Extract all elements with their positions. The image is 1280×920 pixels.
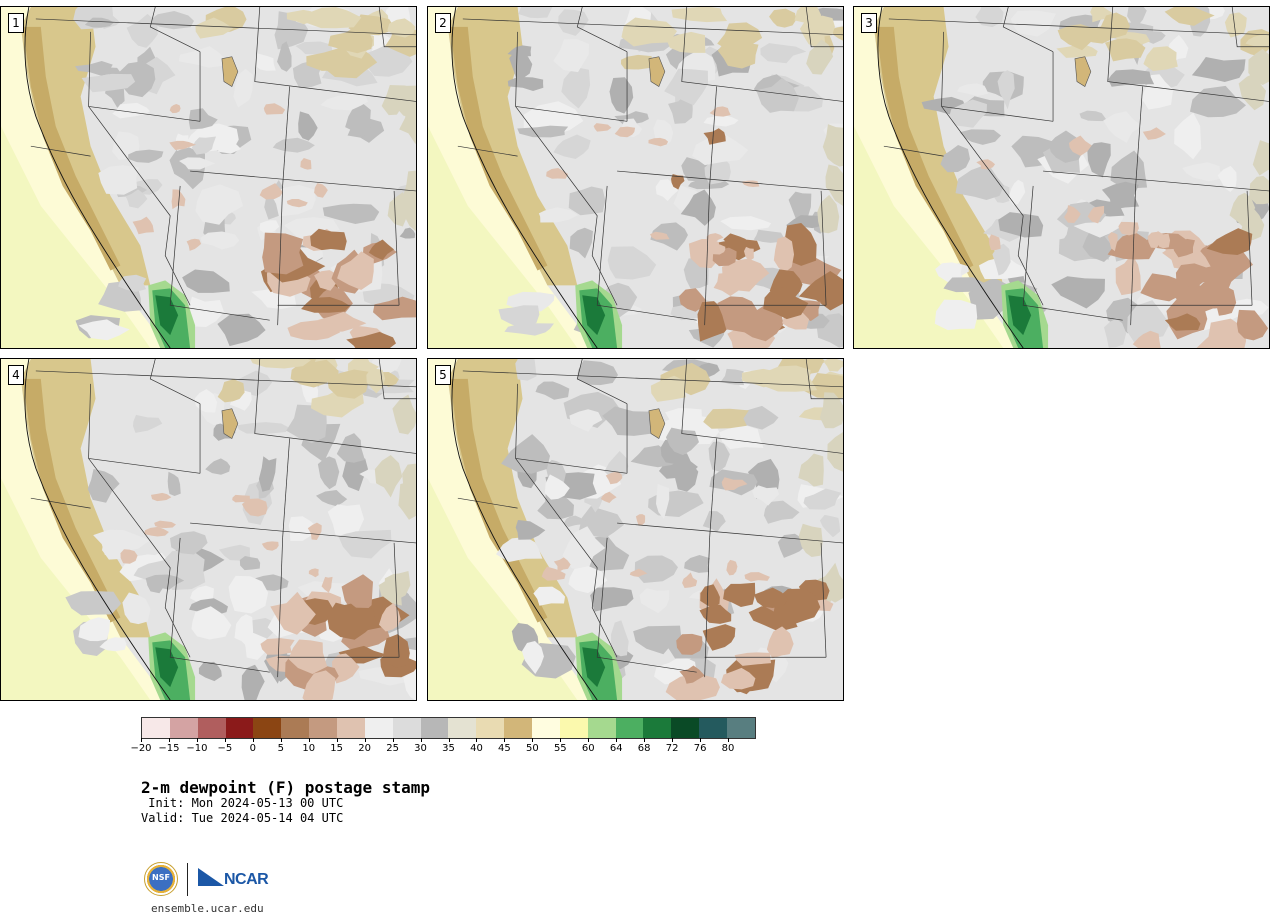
- colorbar-tick: [700, 738, 702, 742]
- colorbar-tick-label: 20: [358, 743, 371, 754]
- colorbar-tick: [364, 738, 366, 742]
- colorbar-tick-label: 55: [553, 743, 567, 754]
- colorbar-tick-label: 45: [498, 743, 511, 754]
- dewpoint-map: [1, 7, 416, 348]
- colorbar-tick: [588, 738, 590, 742]
- colorbar-swatch: [337, 718, 365, 738]
- site-url: ensemble.ucar.edu: [151, 902, 264, 915]
- colorbar-tick: [196, 738, 198, 742]
- colorbar-swatch: [420, 718, 449, 738]
- colorbar-swatch: [643, 718, 672, 738]
- colorbar-swatch: [309, 718, 338, 738]
- colorbar-tick-label: 72: [665, 743, 679, 754]
- colorbar-tick-label: 10: [302, 743, 316, 754]
- colorbar-tick: [672, 738, 674, 742]
- dewpoint-map: [854, 7, 1269, 348]
- colorbar-swatch: [476, 718, 505, 738]
- colorbar-tick: [392, 738, 394, 742]
- postage-stamp-panel-1: 1: [0, 6, 417, 349]
- colorbar-tick-label: 50: [525, 743, 539, 754]
- dewpoint-map: [1, 359, 416, 700]
- nsf-logo-text: NSF: [152, 873, 170, 882]
- colorbar-tick-label: 5: [277, 743, 284, 754]
- colorbar-tick: [448, 738, 450, 742]
- colorbar-swatch: [225, 718, 254, 738]
- colorbar-tick: [141, 738, 142, 742]
- postage-stamp-panel-4: 4: [0, 358, 417, 701]
- colorbar-tick-label: 76: [693, 743, 707, 754]
- colorbar-tick-label: −20: [130, 743, 152, 754]
- colorbar-tick: [308, 738, 310, 742]
- colorbar-tick: [336, 738, 338, 742]
- colorbar-tick-label: 25: [386, 743, 399, 754]
- colorbar-tick: [728, 738, 730, 742]
- colorbar-ticks: −20 −15 −10 −5 0 5 10 15 20 25 30 35 40 45 50 55 60 64 68 7…: [130, 738, 756, 758]
- colorbar-swatch: [727, 718, 755, 738]
- valid-time: Valid: Tue 2024-05-14 04 UTC: [141, 811, 344, 825]
- map-title: 2-m dewpoint (F) postage stamp: [141, 778, 430, 797]
- nsf-logo: NSF: [144, 862, 178, 896]
- colorbar-tick: [616, 738, 618, 742]
- colorbar-swatch: [504, 718, 533, 738]
- logos: NSF NCAR: [144, 860, 274, 900]
- colorbar-swatch: [448, 718, 477, 738]
- colorbar-tick-label: 30: [414, 743, 427, 754]
- colorbar-tick: [644, 738, 646, 742]
- colorbar-tick: [560, 738, 562, 742]
- postage-stamp-panel-3: 3: [853, 6, 1270, 349]
- colorbar-tick: [476, 738, 478, 742]
- colorbar-swatch: [364, 718, 393, 738]
- colorbar-swatch: [615, 718, 644, 738]
- panel-number: 3: [861, 13, 877, 33]
- logo-divider: [187, 863, 188, 896]
- colorbar-tick-label: 15: [330, 743, 344, 754]
- colorbar-tick-label: 80: [721, 743, 735, 754]
- colorbar-tick-label: −5: [217, 743, 233, 754]
- postage-stamp-panel-5: 5: [427, 358, 844, 701]
- colorbar-tick-label: 0: [249, 743, 256, 754]
- colorbar-tick: [224, 738, 226, 742]
- init-time: Init: Mon 2024-05-13 00 UTC: [141, 796, 344, 810]
- colorbar-tick-label: 68: [637, 743, 651, 754]
- postage-stamp-panel-2: 2: [427, 6, 844, 349]
- panel-number: 4: [8, 365, 24, 385]
- colorbar-tick: [168, 738, 170, 742]
- colorbar-tick-label: −15: [158, 743, 180, 754]
- colorbar-swatch: [142, 718, 170, 738]
- ncar-logo-text: NCAR: [224, 871, 269, 888]
- colorbar-tick: [420, 738, 422, 742]
- colorbar-swatch: [671, 718, 700, 738]
- colorbar-tick: [504, 738, 506, 742]
- dewpoint-map: [428, 7, 843, 348]
- colorbar-swatch: [392, 718, 421, 738]
- colorbar-swatch: [197, 718, 226, 738]
- panel-number: 1: [8, 13, 24, 33]
- colorbar-swatch: [532, 718, 560, 738]
- colorbar-tick-label: 35: [442, 743, 455, 754]
- colorbar-tick-label: 40: [470, 743, 483, 754]
- colorbar-tick: [280, 738, 282, 742]
- colorbar-tick-label: 64: [609, 743, 623, 754]
- colorbar-tick: [532, 738, 534, 742]
- colorbar-swatch: [559, 718, 588, 738]
- colorbar-swatch: [281, 718, 310, 738]
- colorbar-swatch: [253, 718, 282, 738]
- colorbar-tick-label: 60: [581, 743, 595, 754]
- colorbar-swatch: [587, 718, 616, 738]
- colorbar-tick-label: −10: [186, 743, 208, 754]
- ncar-logo-icon: [198, 868, 224, 886]
- colorbar-swatch: [169, 718, 198, 738]
- dewpoint-map: [428, 359, 843, 700]
- colorbar-swatch: [699, 718, 728, 738]
- colorbar-tick: [252, 738, 254, 742]
- panel-number: 5: [435, 365, 451, 385]
- colorbar: [141, 717, 756, 739]
- panel-number: 2: [435, 13, 451, 33]
